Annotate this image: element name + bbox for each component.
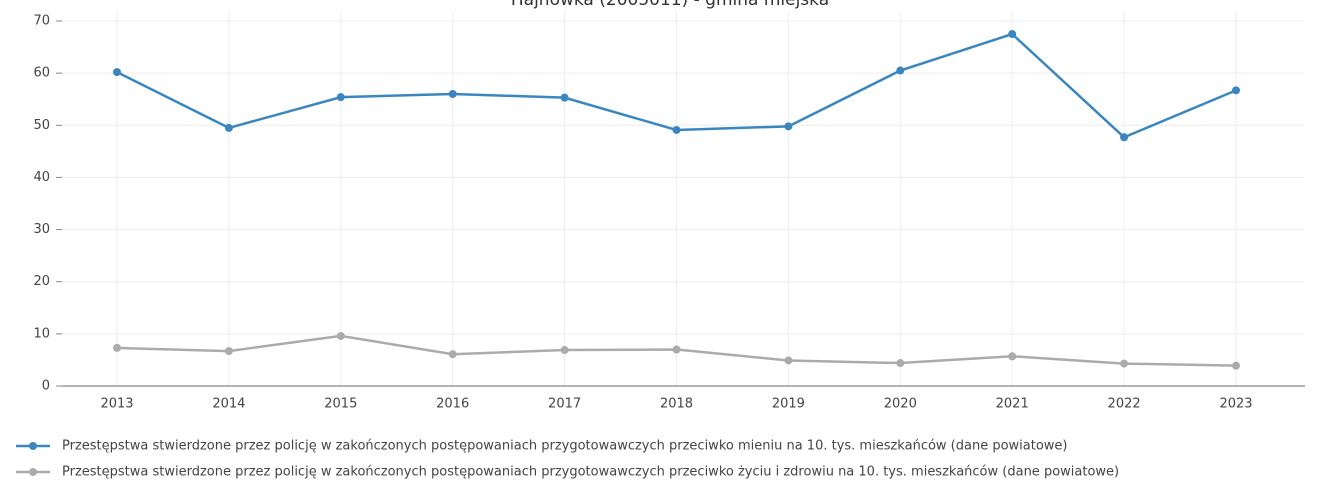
x-tick-label: 2013 [100,397,133,412]
point [336,331,345,340]
point [113,68,121,77]
x-tick-label: 2015 [324,397,357,412]
x-tick-label: 2018 [660,397,693,412]
point [1232,361,1240,370]
point [1232,86,1240,95]
x-tick-label: 2019 [772,397,805,412]
point [113,343,121,352]
point [896,66,905,75]
x-tick-label: 2023 [1219,397,1252,412]
x-tick-label: 2016 [436,397,469,412]
point [784,356,793,365]
point [448,90,457,98]
y-tick-label: 60 [33,66,50,81]
y-tick-label: 0 [42,379,50,394]
y-tick-label: 50 [33,118,50,133]
point [672,345,681,354]
point [784,122,793,131]
point [560,346,569,355]
y-tick-label: 70 [33,14,50,29]
point [672,125,681,134]
x-tick-label: 2021 [996,397,1029,412]
point [1008,352,1017,361]
y-tick-label: 30 [33,222,50,237]
point [1120,133,1129,142]
point [224,123,233,132]
y-tick-label: 40 [33,170,50,185]
legend-label: Przestępstwa stwierdzone przez policję w… [62,439,1068,454]
point [560,93,569,102]
point [1008,30,1017,39]
legend-marker [29,468,37,476]
point [224,347,233,356]
x-tick-label: 2014 [212,397,245,412]
x-tick-label: 2017 [548,397,581,412]
point [896,359,905,368]
x-tick-label: 2020 [884,397,917,412]
legend-label: Przestępstwa stwierdzone przez policję w… [62,465,1119,480]
chart-title: Hajnówka (2005011) - gmina miejska [511,0,829,10]
y-tick-label: 10 [33,326,50,341]
x-tick-label: 2022 [1108,397,1141,412]
legend-marker [29,442,37,450]
point [1120,359,1129,368]
point [336,93,345,102]
y-tick-label: 20 [33,274,50,289]
point [448,350,457,359]
